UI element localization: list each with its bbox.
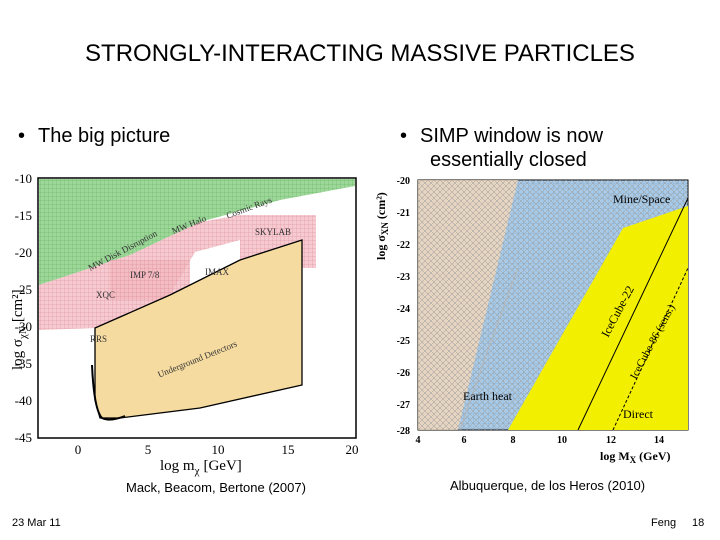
footer-date: 23 Mar 11 (12, 517, 61, 529)
caption-right: Albuquerque, de los Heros (2010) (450, 478, 646, 493)
y-tick: -22 (397, 240, 410, 251)
y-tick: -27 (397, 400, 410, 411)
x-label-sub: χ (194, 465, 200, 477)
y-tick: -30 (15, 319, 32, 334)
label-imp: IMP 7/8 (130, 270, 160, 280)
left-figure: SKYLAB IMP 7/8 IMAX XQC RRS Underground … (10, 171, 359, 477)
x-tick: 15 (282, 442, 295, 457)
direct-boundary (459, 267, 519, 431)
x-tick: 20 (346, 442, 359, 457)
x-tick: 14 (654, 435, 664, 446)
x-tick: 0 (75, 442, 82, 457)
label-mine-space: Mine/Space (613, 192, 670, 206)
bullet-marker: • (18, 125, 26, 147)
x-tick: 12 (606, 435, 616, 446)
x-tick: 5 (145, 442, 152, 457)
x-label-unit: (GeV) (639, 449, 670, 463)
bullet-big-picture: • The big picture (18, 124, 170, 148)
right-figure: Mine/Space IceCube-22 IceCube-86 (sens.)… (374, 176, 689, 465)
x-label-unit: [GeV] (203, 458, 241, 474)
y-tick: -20 (15, 245, 32, 260)
y-tick: -10 (15, 171, 32, 186)
slide-title: STRONGLY-INTERACTING MASSIVE PARTICLES (85, 40, 635, 67)
left-y-label: log σχN [cm²] (10, 289, 29, 370)
right-y-ticks: -20 -21 -22 -23 -24 -25 -26 -27 -28 (397, 176, 410, 437)
y-tick: -21 (397, 208, 410, 219)
y-tick: -25 (397, 336, 410, 347)
label-skylab: SKYLAB (255, 227, 291, 237)
x-tick: 8 (511, 435, 516, 446)
underground-boundary (91, 364, 126, 421)
label-rrs: RRS (90, 334, 107, 344)
y-label-unit: [cm²] (10, 289, 26, 322)
region-yellow (508, 206, 688, 430)
right-x-ticks: 4 6 8 10 12 14 (416, 435, 665, 446)
y-tick: -45 (15, 430, 32, 445)
y-tick: -15 (15, 208, 32, 223)
bullet-text: The big picture (38, 125, 171, 147)
label-earth-heat: Earth heat (463, 389, 513, 403)
label-xqc: XQC (96, 290, 115, 300)
left-x-label: log mχ [GeV] (160, 458, 242, 477)
x-tick: 10 (212, 442, 225, 457)
x-tick: 10 (557, 435, 567, 446)
y-tick: -28 (397, 426, 410, 437)
y-label-sub: χN (17, 326, 29, 340)
icecube22-line (577, 197, 689, 431)
label-direct: Direct (623, 407, 654, 421)
right-x-label: log MX (GeV) (600, 449, 671, 465)
footer-page-number: 18 (692, 517, 705, 529)
y-tick: -25 (15, 282, 32, 297)
y-tick: -35 (15, 356, 32, 371)
left-y-ticks: -10 -15 -20 -25 -30 -35 -40 -45 (15, 171, 32, 445)
bullet-text-line2: essentially closed (430, 149, 587, 171)
x-label-sub: X (630, 455, 637, 465)
x-label-main: log M (600, 449, 630, 463)
label-imax: IMAX (205, 267, 229, 277)
x-tick: 4 (416, 435, 421, 446)
y-tick: -40 (15, 393, 32, 408)
caption-left: Mack, Beacom, Bertone (2007) (126, 480, 306, 495)
y-tick: -20 (397, 176, 410, 187)
y-tick: -24 (397, 304, 410, 315)
x-label-main: log m (160, 458, 195, 474)
right-y-label: log σXN (cm²) (374, 192, 390, 260)
bullet-marker: • (400, 125, 408, 147)
y-tick: -26 (397, 368, 410, 379)
footer-author: Feng (651, 517, 677, 529)
bullet-text-line1: SIMP window is now (420, 125, 604, 147)
y-label-unit: (cm²) (374, 192, 388, 219)
y-label-sub: XN (380, 222, 390, 235)
bullet-simp-window: • SIMP window is now essentially closed (400, 124, 700, 172)
y-tick: -23 (397, 272, 410, 283)
y-label-main: log σ (374, 235, 388, 260)
left-x-ticks: 0 5 10 15 20 (75, 442, 359, 457)
x-tick: 6 (462, 435, 467, 446)
region-green (39, 179, 355, 285)
y-label-main: log σ (10, 339, 26, 370)
